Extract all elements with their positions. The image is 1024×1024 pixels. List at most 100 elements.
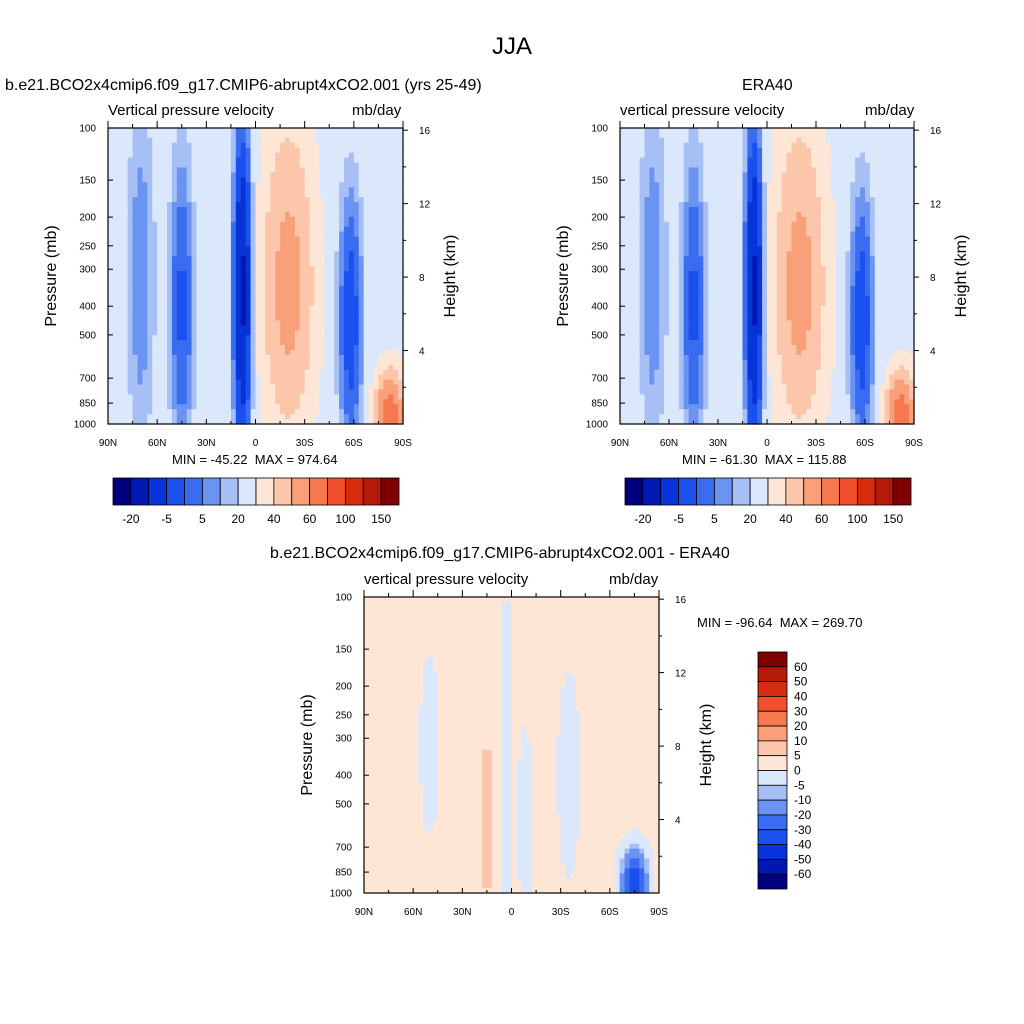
panel1-colorbar-box (237, 477, 257, 506)
panel2-colorbar-box (624, 477, 644, 506)
panel1-xtick-label: 0 (253, 438, 259, 449)
panel2-ytick-label: 300 (591, 265, 608, 276)
panel3-y2tick-label: 8 (675, 742, 681, 753)
panel3-xtick-label: 90S (650, 907, 668, 918)
panel2-colorbar-label: 150 (883, 512, 903, 526)
panel1-ytick-label: 250 (79, 241, 96, 252)
panel1-colorbar-label: 40 (267, 512, 281, 526)
panel2-colorbar-label: 5 (711, 512, 718, 526)
panel2-xtick-label: 30S (807, 438, 825, 449)
panel3-ytick-label: 400 (335, 771, 352, 782)
panel1-xtick-label: 60N (148, 438, 166, 449)
panel3-ytick-label: 200 (335, 682, 352, 693)
panel1-ytick-label: 500 (79, 330, 96, 341)
panel3-colorbar-box (757, 858, 788, 875)
panel2-y2tick-label: 8 (930, 273, 936, 284)
panel1-colorbar-label: 20 (231, 512, 245, 526)
panel1-xtick-label: 90N (99, 438, 117, 449)
panel1-colorbar-box (291, 477, 311, 506)
panel3-colorbar-label: 10 (794, 734, 808, 748)
panel3-colorbar-label: 50 (794, 675, 808, 689)
panel3-colorbar-box (757, 725, 788, 742)
panel2-colorbar-box (696, 477, 715, 506)
panel2-colorbar-box (874, 477, 894, 506)
panel3-title: b.e21.BCO2x4cmip6.f09_g17.CMIP6-abrupt4x… (270, 545, 730, 562)
panel3-colorbar-box (757, 740, 788, 757)
panel3-colorbar-label: 5 (794, 749, 801, 763)
panel3-ytick-label: 300 (335, 734, 352, 745)
panel2-ytick-label: 100 (591, 124, 608, 135)
panel3-colorbar-box (757, 755, 788, 771)
panel1-xtick-label: 30S (296, 438, 314, 449)
panel3-colorbar-box (757, 799, 788, 816)
panel2-y2tick-label: 4 (930, 347, 936, 358)
panel1-units: mb/day (352, 102, 402, 119)
panel1-ytick-label: 300 (79, 265, 96, 276)
panel2-ytick-label: 400 (591, 302, 608, 313)
panel3-colorbar-label: -30 (794, 823, 812, 837)
panel3-colorbar-label: -20 (794, 808, 812, 822)
panel3-left-subtitle: vertical pressure velocity (364, 571, 529, 588)
panel2-xtick-label: 30N (709, 438, 727, 449)
panel3-colorbar-label: -50 (794, 852, 812, 866)
panel3-y2tick-label: 4 (675, 816, 681, 827)
panel3-xtick-label: 30S (552, 907, 570, 918)
panel2-colorbar-box (856, 477, 876, 506)
panel3-ylabel: Pressure (mb) (299, 694, 316, 795)
panel1-colorbar-box (130, 477, 150, 506)
panel3-colorbar-label: 0 (794, 764, 801, 778)
panel3-colorbar-label: -5 (794, 778, 805, 792)
panel2-y2tick-label: 16 (930, 126, 942, 137)
panel1-ytick-label: 1000 (74, 420, 97, 431)
panel2-y2tick-label: 12 (930, 200, 942, 211)
panel1-y2label: Height (km) (442, 235, 459, 318)
figure-title: JJA (491, 33, 532, 60)
panel1-colorbar-box (201, 477, 221, 506)
panel2-colorbar-box (749, 477, 769, 506)
panel2-colorbar-label: 20 (743, 512, 757, 526)
panel1-min: MIN = -45.22 (172, 452, 248, 467)
panel1-colorbar-box (255, 477, 275, 506)
panel1-colorbar-label: -5 (161, 512, 172, 526)
panel2-xtick-label: 0 (764, 438, 770, 449)
panel3-colorbar-box (757, 770, 788, 786)
panel3-xtick-label: 60S (601, 907, 619, 918)
panel1-colorbar-label: 100 (335, 512, 355, 526)
panel2-left-subtitle: vertical pressure velocity (620, 102, 785, 119)
panel2-colorbar-box (892, 477, 912, 506)
panel2-colorbar-label: 40 (779, 512, 793, 526)
panel3-y2label: Height (km) (698, 704, 715, 787)
panel1-colorbar-box (273, 477, 293, 506)
panel3-colorbar-box (757, 710, 788, 727)
panel1-colorbar-box (219, 477, 239, 506)
panel2-ytick-label: 200 (591, 213, 608, 224)
panel3-colorbar-box (757, 681, 788, 697)
panel1-colorbar-box (380, 477, 400, 506)
panel3-colorbar-box (757, 873, 788, 890)
panel1-field (108, 128, 404, 425)
panel2-colorbar-label: -5 (673, 512, 684, 526)
panel1-y2tick-label: 4 (419, 347, 425, 358)
panel2-units: mb/day (865, 102, 915, 119)
panel2-colorbar-box (713, 477, 733, 506)
panel2-ytick-label: 850 (591, 399, 608, 410)
panel3-xtick-label: 0 (509, 907, 515, 918)
panel3-y2tick-label: 12 (675, 669, 687, 680)
panel2-min: MIN = -61.30 (682, 452, 758, 467)
panel1-title: b.e21.BCO2x4cmip6.f09_g17.CMIP6-abrupt4x… (5, 77, 482, 94)
panel1-colorbar-box (148, 477, 168, 506)
panel3-ytick-label: 700 (335, 843, 352, 854)
panel2-y2label: Height (km) (953, 235, 970, 318)
panel3-colorbar-label: 20 (794, 719, 808, 733)
panel3-colorbar-box (757, 696, 788, 712)
panel2-ytick-label: 150 (591, 176, 608, 187)
panel3-ytick-label: 500 (335, 799, 352, 810)
panel1-ytick-label: 850 (79, 399, 96, 410)
panel1-ytick-label: 400 (79, 302, 96, 313)
panel1-y2tick-label: 16 (419, 126, 431, 137)
panel3-ytick-label: 250 (335, 710, 352, 721)
panel1-ytick-label: 700 (79, 374, 96, 385)
panel2-colorbar: -20 -5 5 20 40 60 100 150 (624, 477, 912, 526)
panel3-colorbar-box (757, 784, 788, 801)
